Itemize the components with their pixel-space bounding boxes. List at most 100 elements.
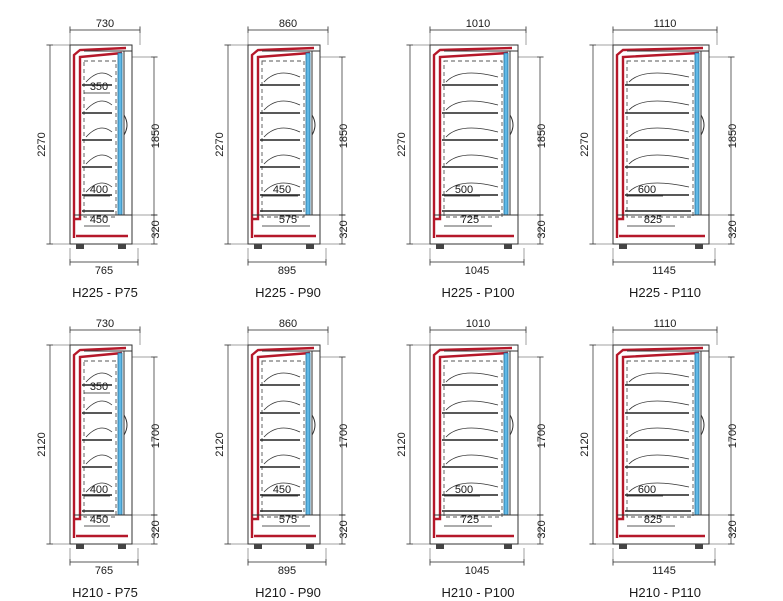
door-handle — [509, 414, 514, 436]
door-handle — [700, 114, 705, 136]
foot-left — [76, 244, 84, 249]
panel-h210-p100: 1010 2120 1700 320 500 725 1045 H210 - P100 — [396, 318, 548, 600]
total-height-label: 2120 — [579, 432, 591, 456]
shelf-bracket-3 — [628, 427, 690, 438]
red-frame-profile — [250, 346, 316, 538]
top-width-label: 730 — [96, 18, 114, 30]
foot-left — [619, 544, 627, 549]
open-height-label: 1700 — [536, 424, 548, 448]
shelf-bracket-1 — [445, 72, 499, 83]
red-frame-profile — [72, 46, 128, 238]
model-caption: H225 - P100 — [442, 285, 515, 300]
shelf-bracket-5 — [445, 482, 499, 493]
shelf-bracket-2 — [85, 100, 113, 111]
shelf-bracket-2 — [445, 400, 499, 411]
inner-volume-outline — [443, 360, 503, 518]
shelf-bracket-5 — [263, 482, 301, 493]
shelf-depth-label-1: 600 — [638, 184, 656, 196]
inner-volume-outline — [83, 60, 117, 218]
shelf-depth-label-1: 500 — [455, 484, 473, 496]
total-height-label: 2270 — [36, 132, 48, 156]
top-canopy — [70, 344, 133, 352]
bottom-depth-label: 895 — [278, 565, 296, 577]
inner-volume-outline — [626, 60, 694, 218]
bottom-depth-label: 765 — [95, 265, 113, 277]
shelf-depth-label-1: 600 — [638, 484, 656, 496]
shelf-bracket-2 — [263, 400, 301, 411]
shelf-bracket-4 — [263, 154, 301, 165]
shelf-bracket-2 — [263, 100, 301, 111]
shelf-depth-label-2: 400 — [90, 484, 108, 496]
door-handle — [123, 414, 128, 436]
shelf-bracket-4 — [445, 454, 499, 465]
shelf-bracket-3 — [445, 427, 499, 438]
model-caption: H210 - P100 — [442, 585, 515, 600]
red-frame-profile — [250, 46, 316, 238]
base-height-label: 320 — [727, 520, 739, 538]
total-height-label: 2270 — [396, 132, 408, 156]
shelf-bracket-4 — [628, 454, 690, 465]
top-canopy — [248, 44, 321, 52]
shelf-bracket-2 — [628, 100, 690, 111]
base-height-label: 320 — [338, 220, 350, 238]
base-height-label: 320 — [150, 520, 162, 538]
shelf-bracket-1 — [85, 72, 113, 83]
shelf-depth-label-1: 450 — [273, 484, 291, 496]
shelf-depth-label-1: 450 — [273, 184, 291, 196]
foot-right — [504, 244, 512, 249]
base-height-label: 320 — [536, 520, 548, 538]
bottom-depth-label: 1045 — [465, 265, 489, 277]
open-height-label: 1850 — [338, 124, 350, 148]
base-height-label: 320 — [150, 220, 162, 238]
shelf-bracket-4 — [445, 154, 499, 165]
shelf-bracket-4 — [85, 454, 113, 465]
model-caption: H210 - P110 — [629, 585, 701, 600]
shelf-bracket-1 — [263, 372, 301, 383]
base-height-label: 320 — [338, 520, 350, 538]
shelf-depth-label-2: 400 — [90, 184, 108, 196]
panel-h210-p75: 730 2120 1700 320 350 400 450 765 H210 - P75 — [36, 318, 162, 600]
model-caption: H225 - P110 — [629, 285, 701, 300]
top-width-label: 730 — [96, 318, 114, 330]
shelf-bracket-5 — [628, 182, 690, 193]
foot-left — [436, 244, 444, 249]
bottom-depth-label: 1145 — [652, 565, 676, 577]
top-canopy — [613, 44, 710, 52]
top-width-label: 1110 — [654, 318, 677, 330]
shelf-depth-label-1: 350 — [90, 381, 108, 393]
top-width-label: 860 — [279, 18, 297, 30]
red-frame-profile — [615, 346, 705, 538]
shelf-bracket-1 — [445, 372, 499, 383]
top-canopy — [613, 344, 710, 352]
bottom-depth-label: 895 — [278, 265, 296, 277]
panel-h225-p75: 730 2270 1850 320 350 400 450 765 H225 - P75 — [36, 18, 162, 300]
inner-volume-outline — [261, 360, 305, 518]
bottom-depth-label: 1045 — [465, 565, 489, 577]
shelf-depth-label-2: 825 — [644, 214, 662, 226]
glass-door-strip — [694, 52, 700, 216]
glass-door-strip — [503, 352, 509, 516]
total-height-label: 2270 — [579, 132, 591, 156]
shelf-bracket-5 — [263, 182, 301, 193]
inner-volume-outline — [626, 360, 694, 518]
base-height-label: 320 — [727, 220, 739, 238]
shelf-bracket-3 — [628, 127, 690, 138]
model-caption: H210 - P90 — [255, 585, 321, 600]
inner-volume-outline — [261, 60, 305, 218]
shelf-bracket-4 — [263, 454, 301, 465]
foot-right — [118, 544, 126, 549]
door-handle — [700, 414, 705, 436]
model-caption: H225 - P75 — [72, 285, 138, 300]
glass-door-strip — [305, 52, 311, 216]
total-height-label: 2270 — [214, 132, 226, 156]
shelf-bracket-5 — [445, 182, 499, 193]
door-handle — [123, 114, 128, 136]
total-height-label: 2120 — [396, 432, 408, 456]
panel-h210-p110: 1110 2120 1700 320 600 825 1145 H210 - P110 — [579, 318, 739, 600]
shelf-bracket-3 — [85, 127, 113, 138]
door-handle — [311, 414, 316, 436]
shelf-bracket-4 — [628, 154, 690, 165]
open-height-label: 1850 — [150, 124, 162, 148]
shelf-bracket-5 — [85, 182, 113, 193]
